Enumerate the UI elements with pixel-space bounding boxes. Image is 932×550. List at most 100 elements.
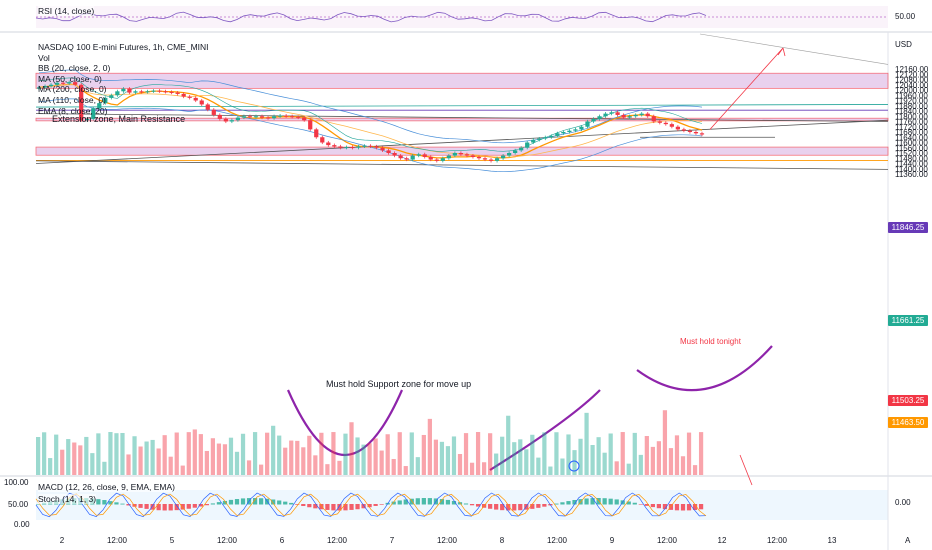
macd-axis-label: 100.00 (4, 478, 29, 487)
candle-body (290, 116, 295, 118)
stoch-label[interactable]: Stoch (14, 1, 3) (38, 494, 97, 504)
volume-bar (283, 447, 288, 475)
price-tick-16: 11520.00 (895, 149, 928, 158)
macd-bar (325, 504, 330, 510)
volume-bar (313, 455, 318, 475)
candle-body (657, 121, 662, 123)
volume-bar (216, 443, 222, 475)
price-tick-2: 12080.00 (895, 76, 929, 85)
legend-ma50[interactable]: MA (50, close, 0) (38, 73, 102, 84)
time-tick-10: 9 (610, 536, 615, 545)
volume-bar (186, 432, 191, 475)
volume-bar (391, 458, 396, 475)
macd-bar (210, 503, 216, 505)
currency-label[interactable]: USD (895, 40, 912, 49)
volume-bar (548, 466, 553, 475)
macd-bar (512, 504, 517, 511)
volume-bar (482, 462, 487, 475)
time-tick-5: 12:00 (327, 536, 348, 545)
candle-body (537, 138, 542, 140)
volume-bar (331, 432, 336, 475)
candle-body (567, 130, 572, 132)
macd-label[interactable]: MACD (12, 26, close, 9, EMA, EMA) (38, 482, 175, 492)
rsi-level-label: 50.00 (895, 12, 916, 21)
volume-bar (301, 447, 306, 475)
volume-bar (524, 449, 529, 475)
volume-bar (590, 445, 595, 475)
candle-body (79, 84, 84, 121)
candle-body (73, 82, 78, 85)
volume-bar (150, 439, 155, 475)
candle-body (446, 155, 451, 159)
price-tick-1: 12120.00 (895, 70, 929, 79)
candle-body (555, 133, 560, 136)
candle-body (513, 150, 518, 153)
candle-body (693, 132, 699, 134)
annotation-hold-tonight[interactable]: Must hold tonight (680, 337, 741, 346)
candle-body (561, 132, 566, 134)
candle-body (332, 145, 337, 147)
annotation-support-zone[interactable]: Must hold Support zone for move up (326, 379, 472, 389)
volume-bar (277, 435, 282, 475)
macd-bar (530, 504, 535, 509)
candle-body (85, 118, 90, 121)
candle-body (356, 146, 361, 148)
macd-bar (409, 498, 414, 505)
macd-bar (638, 504, 643, 505)
candle-body (603, 113, 608, 117)
price-tick-10: 11760.00 (895, 118, 928, 127)
macd-bar (692, 504, 698, 510)
volume-bar (403, 466, 408, 475)
volume-bar (500, 436, 505, 475)
symbol-title[interactable]: NASDAQ 100 E-mini Futures, 1h, CME_MINI (38, 42, 209, 52)
macd-bar (295, 504, 300, 505)
legend-ma200[interactable]: MA (200, close, 0) (38, 84, 107, 95)
candle-body (579, 126, 584, 130)
macd-bar (138, 504, 143, 508)
macd-bar (96, 499, 101, 505)
macd-bar (126, 504, 131, 506)
price-tick-15: 11560.00 (895, 144, 928, 153)
macd-bar (174, 504, 179, 511)
volume-bar (650, 446, 655, 475)
volume-bar (48, 458, 53, 475)
macd-bar (349, 504, 354, 510)
volume-bar (584, 412, 589, 475)
annotation-extension-zone[interactable]: Extension zone, Main Resistance (52, 114, 186, 124)
volume-bar (674, 435, 680, 475)
candle-body (597, 116, 602, 119)
candle-body (669, 124, 674, 127)
price-tick-0: 12160.00 (895, 65, 929, 74)
legend-bb[interactable]: BB (20, close, 2, 0) (38, 63, 111, 74)
macd-bar (198, 504, 203, 507)
candle-body (404, 158, 409, 160)
price-tag-last: 11661.25 (888, 315, 928, 326)
rsi-line (35, 11, 707, 23)
time-tick-7: 12:00 (437, 536, 458, 545)
candle-body (247, 116, 253, 118)
candle-body (320, 137, 325, 143)
macd-bar (108, 501, 113, 505)
auto-scale-icon[interactable]: A (905, 536, 911, 545)
legend-vol[interactable]: Vol (38, 52, 50, 63)
time-tick-2: 5 (170, 536, 175, 545)
macd-bar (632, 502, 637, 505)
macd-bar (668, 504, 674, 510)
price-tick-11: 11720.00 (895, 123, 928, 132)
macd-bar (626, 501, 631, 505)
candle-body (362, 145, 367, 147)
candle-body (151, 90, 156, 92)
volume-bar (246, 460, 252, 475)
candle-body (139, 91, 144, 93)
macd-bar (343, 504, 348, 511)
macd-bar (415, 498, 420, 505)
volume-bar (530, 434, 535, 475)
rsi-label: RSI (14, close) (38, 6, 95, 16)
legend-ema[interactable]: EMA (8, close, 20) (38, 105, 108, 116)
support-arc-left (286, 389, 404, 457)
volume-bar (198, 434, 203, 475)
legend-ma110[interactable]: MA (110, close, 0) (38, 94, 106, 105)
candle-body (36, 87, 42, 89)
volume-bar (536, 457, 541, 475)
